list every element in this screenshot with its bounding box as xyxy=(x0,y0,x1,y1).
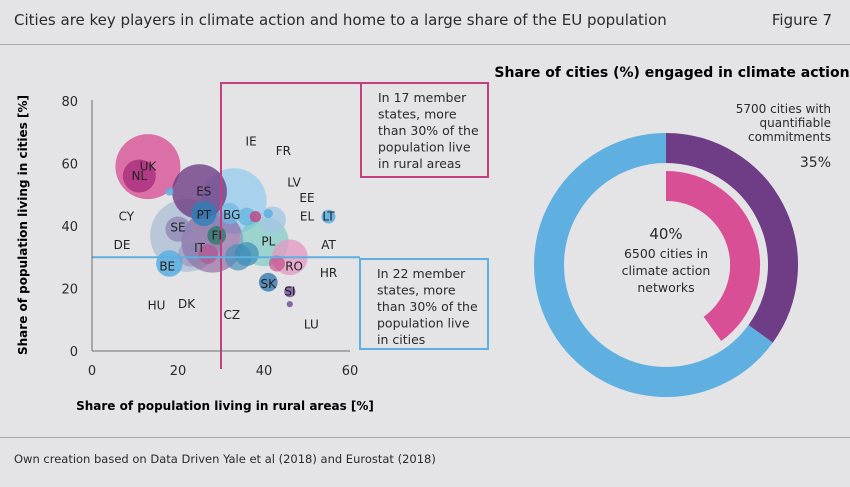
inner-ring-value: 40% xyxy=(649,225,682,243)
inner-ring-label: climate action xyxy=(622,263,711,278)
point-label-nl: NL xyxy=(131,169,147,183)
point-label-dk: DK xyxy=(178,297,196,311)
bubble-lv xyxy=(249,210,262,223)
figure-label: Figure 7 xyxy=(771,11,832,29)
point-label-si: SI xyxy=(284,285,295,299)
y-tick-label: 80 xyxy=(61,95,78,110)
point-label-cz: CZ xyxy=(223,308,240,322)
bubble-el xyxy=(259,206,286,234)
bubble-pt xyxy=(191,200,217,227)
point-label-ie: IE xyxy=(246,135,257,149)
point-label-de: DE xyxy=(114,238,131,252)
donut-ring-1-value xyxy=(665,133,798,343)
point-label-fi: FI xyxy=(211,228,221,242)
annotation-box-cities xyxy=(359,258,489,350)
donut-ring-2-remainder xyxy=(572,171,722,359)
annotation-text-cities: in cities xyxy=(377,332,425,347)
point-label-uk: UK xyxy=(140,160,158,174)
point-label-be: BE xyxy=(159,260,175,274)
annotation-text-cities: than 30% of the xyxy=(377,299,478,314)
outer-ring-label: quantifiable xyxy=(760,116,831,130)
annotation-box-rural xyxy=(360,82,489,178)
inner-ring-label: 6500 cities in xyxy=(624,246,708,261)
outer-ring-label: 5700 cities with xyxy=(736,102,831,116)
bubble-lt xyxy=(321,209,336,224)
annotation-text-rural: states, more xyxy=(378,107,457,122)
bubble-layer xyxy=(115,134,336,308)
annotation-text-rural: than 30% of the xyxy=(378,123,479,138)
point-label-hu: HU xyxy=(148,299,166,313)
bubble-ie xyxy=(237,207,256,226)
annotation-text-rural: in rural areas xyxy=(378,156,461,171)
annotation-text-rural: In 17 member xyxy=(378,90,467,105)
y-tick-label: 60 xyxy=(61,158,78,173)
x-tick-labels: 0 20 40 60 xyxy=(88,364,358,379)
outer-ring-value: 35% xyxy=(800,155,831,171)
y-tick-label: 40 xyxy=(61,220,78,235)
donut-rings xyxy=(534,133,798,397)
point-label-bg: BG xyxy=(223,208,240,222)
bubble-lu xyxy=(286,301,293,308)
figure-title: Cities are key players in climate action… xyxy=(14,11,667,29)
y-tick-label: 0 xyxy=(70,345,78,360)
point-label-lv: LV xyxy=(287,175,301,189)
outer-ring-label: commitments xyxy=(748,130,831,144)
x-tick-label: 40 xyxy=(256,364,273,379)
point-label-se: SE xyxy=(170,221,185,235)
bubble-nl xyxy=(122,159,156,193)
donut-chart: Share of cities (%) engaged in climate a… xyxy=(494,65,850,397)
point-label-el: EL xyxy=(300,210,315,224)
x-tick-label: 60 xyxy=(342,364,359,379)
bubble-cy xyxy=(165,187,174,196)
source-note: Own creation based on Data Driven Yale e… xyxy=(14,452,436,466)
y-tick-labels: 0 20 40 60 80 xyxy=(61,95,78,360)
annotation-text-cities: states, more xyxy=(377,283,456,298)
footer-divider xyxy=(0,437,850,438)
annotation-text-cities: population live xyxy=(377,316,470,331)
x-axis-label: Share of population living in rural area… xyxy=(76,399,374,413)
bubble-se xyxy=(165,216,191,242)
point-label-lu: LU xyxy=(304,317,319,331)
y-axis-label: Share of population living in cities [%] xyxy=(16,95,30,355)
bubble-si xyxy=(284,285,296,298)
donut-center xyxy=(602,201,730,329)
point-label-hr: HR xyxy=(320,266,337,280)
bubble-hr xyxy=(268,255,285,272)
bubble-ee xyxy=(263,208,273,219)
point-label-ro: RO xyxy=(285,260,303,274)
donut-title: Share of cities (%) engaged in climate a… xyxy=(494,65,849,81)
header-divider xyxy=(0,44,850,45)
point-label-es: ES xyxy=(196,185,211,199)
point-label-sk: SK xyxy=(261,277,278,291)
bubble-sk xyxy=(258,272,278,292)
point-label-pt: PT xyxy=(197,208,212,222)
point-label-lt: LT xyxy=(322,210,335,224)
inner-ring-label: networks xyxy=(637,280,694,295)
point-label-at: AT xyxy=(321,238,336,252)
bubble-hu xyxy=(178,241,204,267)
donut-ring-2-value xyxy=(665,171,760,342)
donut-ring-1-remainder xyxy=(534,133,773,397)
point-label-ee: EE xyxy=(299,191,314,205)
bubble-at xyxy=(234,242,259,267)
y-tick-label: 20 xyxy=(61,283,78,298)
x-tick-label: 20 xyxy=(170,364,187,379)
point-label-cy: CY xyxy=(119,210,135,224)
point-label-pl: PL xyxy=(261,235,275,249)
annotation-text-rural: population live xyxy=(378,140,471,155)
point-label-fr: FR xyxy=(276,144,291,158)
x-tick-label: 0 xyxy=(88,364,96,379)
bubble-bg xyxy=(219,202,241,225)
point-label-it: IT xyxy=(194,241,206,255)
annotation-text-cities: In 22 member xyxy=(377,266,466,281)
bubble-dk xyxy=(198,244,218,264)
